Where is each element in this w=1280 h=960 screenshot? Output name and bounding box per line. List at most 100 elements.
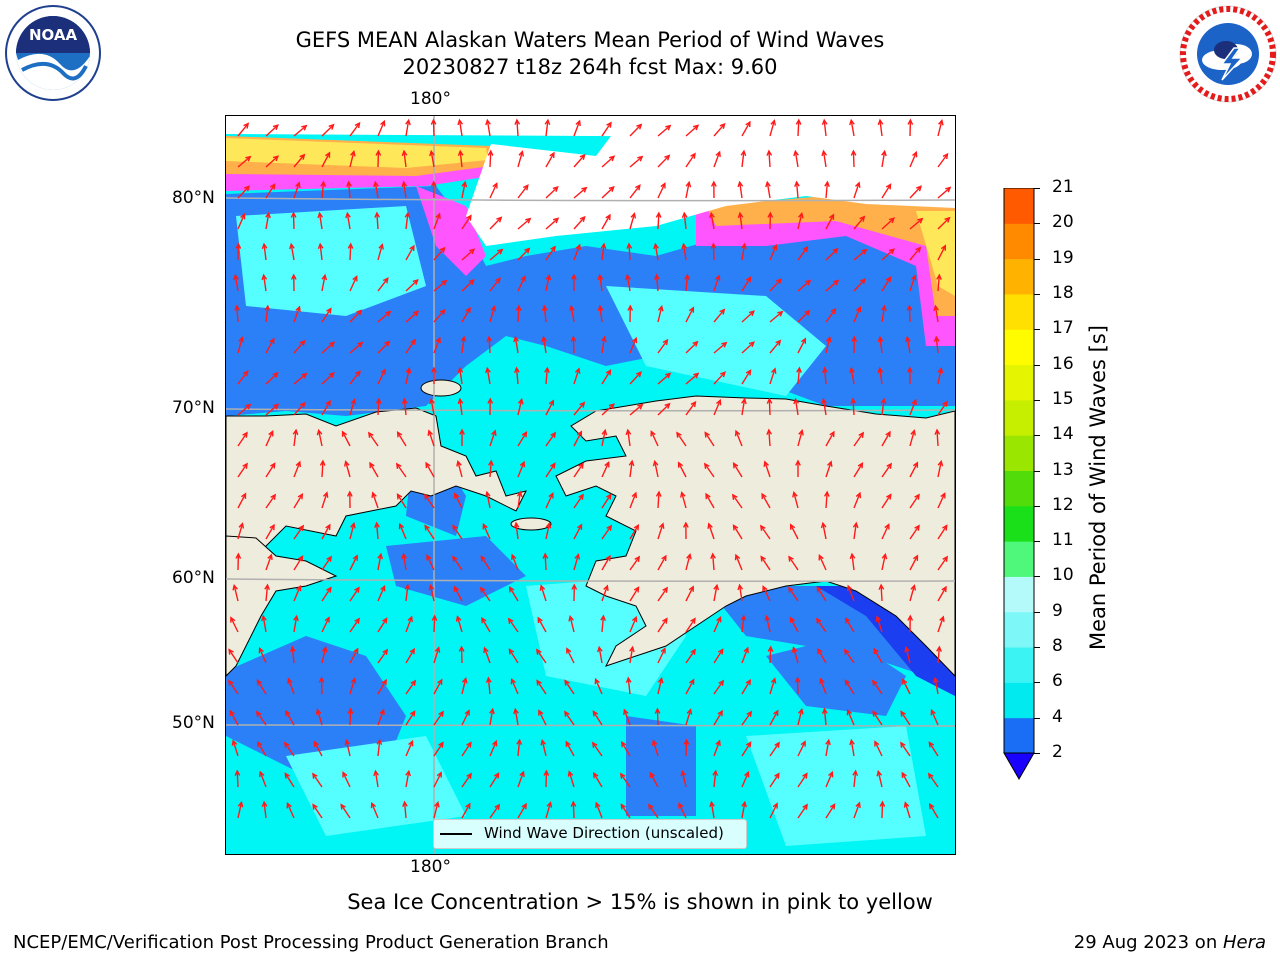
wave-arrow (732, 494, 743, 509)
colorbar-tick-mark (1034, 541, 1040, 543)
wave-arrow (741, 616, 745, 633)
wave-arrow (909, 430, 915, 447)
wave-arrow-head (631, 615, 638, 623)
wave-arrow-head (628, 459, 635, 467)
wave-arrow (293, 154, 305, 168)
wave-arrow (515, 523, 519, 540)
wave-arrow-head (295, 460, 302, 468)
wave-arrow-head (636, 123, 643, 130)
wave-arrow (741, 244, 746, 261)
wave-arrow (713, 151, 721, 168)
footer-date: 29 Aug 2023 on Hera (1074, 932, 1266, 953)
wave-arrow-head (507, 617, 514, 624)
wave-arrow (433, 337, 441, 354)
wave-arrow (405, 120, 410, 137)
wave-arrow (797, 741, 806, 757)
wave-arrow (536, 649, 547, 664)
wave-arrow (313, 741, 323, 757)
wave-arrow-head (775, 278, 782, 285)
wave-arrow-head (244, 185, 251, 192)
wave-arrow-head (269, 183, 276, 190)
footer-credit: NCEP/EMC/Verification Post Processing Pr… (13, 932, 609, 953)
wave-arrow (762, 586, 771, 602)
wave-arrow (881, 306, 886, 323)
wave-arrow (741, 151, 745, 168)
wave-arrow (928, 742, 939, 757)
wave-arrow (237, 493, 247, 509)
wave-arrow (569, 616, 575, 633)
wave-arrow-head (455, 615, 462, 622)
wave-arrow-head (312, 772, 318, 779)
colorbar-tick-mark (1034, 753, 1040, 754)
wave-arrow (459, 399, 463, 416)
wave-arrow (853, 182, 860, 199)
wave-arrow (713, 371, 726, 385)
wave-arrow-head (436, 771, 442, 778)
wave-arrow-head (795, 459, 801, 466)
wave-arrow (881, 184, 892, 199)
wave-arrow (909, 399, 917, 416)
wave-arrow (489, 804, 500, 819)
wave-arrow (657, 125, 671, 137)
wave-arrow-head (482, 522, 488, 530)
wave-arrow (573, 431, 582, 447)
wave-arrow-head (905, 335, 911, 343)
wave-arrow-head (712, 769, 719, 777)
wave-arrow-head (539, 584, 546, 591)
wave-arrow-head (881, 552, 888, 560)
wave-arrow (293, 340, 306, 354)
wave-arrow (377, 277, 389, 292)
wave-arrow (229, 710, 239, 726)
wave-arrow (825, 214, 835, 230)
wave-arrow-head (301, 124, 308, 131)
wave-arrow-head (405, 118, 411, 126)
wave-arrow (433, 615, 436, 633)
wave-arrow-head (774, 772, 780, 779)
wave-arrow (321, 647, 327, 664)
wave-arrow (461, 710, 470, 726)
wave-arrow-head (828, 770, 834, 778)
wave-arrow (881, 431, 891, 447)
wave-arrow-head (880, 397, 887, 405)
wave-arrow (538, 710, 547, 726)
wave-arrow-head (520, 275, 526, 282)
wave-arrow-head (828, 213, 835, 220)
wave-arrow (265, 372, 279, 385)
arrow-legend: Wind Wave Direction (unscaled) (433, 819, 747, 849)
wave-arrow (318, 213, 323, 230)
wave-arrow-head (441, 279, 448, 286)
wave-arrow (909, 585, 916, 602)
wave-arrow-head (287, 677, 293, 685)
wave-arrow-head (426, 554, 432, 561)
wave-arrow (629, 184, 641, 199)
wave-arrow (795, 181, 799, 199)
wave-arrow-head (626, 242, 633, 249)
wave-arrow (293, 585, 301, 602)
wave-arrow-head (340, 803, 346, 810)
wave-arrow-head (631, 491, 638, 499)
wave-arrow (430, 399, 435, 416)
wave-arrow (517, 740, 521, 757)
wave-arrow-head (508, 648, 515, 655)
wave-arrow (573, 402, 585, 416)
wave-arrow (346, 213, 351, 230)
wave-arrow-head (844, 679, 851, 686)
wave-arrow-head (877, 118, 884, 126)
colorbar-tick-mark (1034, 576, 1040, 578)
wave-arrow-head (859, 215, 866, 222)
wave-arrow-head (944, 216, 951, 223)
wave-arrow-head (680, 769, 687, 777)
wave-arrow-head (880, 304, 887, 312)
wave-arrow-head (395, 462, 402, 469)
wave-arrow (629, 156, 643, 168)
wave-arrow (545, 493, 554, 509)
wave-arrow (649, 772, 659, 788)
wave-arrow (741, 772, 750, 788)
wave-arrow-head (234, 769, 241, 776)
wave-arrow-head (885, 183, 892, 190)
footer-date-text: 29 Aug 2023 on (1073, 932, 1223, 953)
wave-arrow-head (319, 459, 326, 466)
wave-arrow (765, 616, 771, 633)
wave-arrow (853, 278, 866, 292)
wave-arrow-head (369, 461, 375, 469)
